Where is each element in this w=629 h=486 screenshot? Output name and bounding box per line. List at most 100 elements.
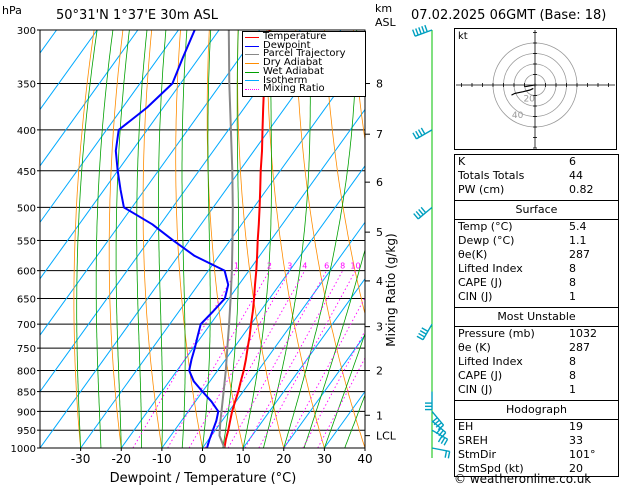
temp-tick-label: 20 [276, 452, 291, 466]
mixing-ratio-line [188, 270, 291, 448]
wet-adiabat [115, 30, 130, 448]
dry-adiabat [108, 30, 124, 448]
pressure-tick-label: 600 [17, 267, 36, 278]
dry-adiabat [295, 30, 365, 448]
index-section-title: Hodograph [455, 400, 618, 420]
height-tick-label: 3 [376, 321, 383, 334]
index-value: 44 [569, 169, 583, 182]
isotherm-line [40, 30, 220, 280]
index-label: Totals Totals [458, 169, 525, 182]
wet-adiabat [283, 30, 358, 448]
wind-barb [431, 410, 445, 431]
indices-table: K 6 Totals Totals 44 PW (cm) 0.82 Surface Temp … [454, 154, 619, 477]
height-tick-label: 2 [376, 365, 383, 378]
height-tick-label: LCL [376, 430, 397, 443]
index-row: SREH 33 [455, 434, 618, 448]
legend-label: Dewpoint [263, 39, 311, 51]
temperature-trace [223, 30, 271, 448]
dry-adiabat [175, 30, 203, 448]
mixing-ratio-line [317, 357, 365, 448]
index-section-title: Surface [455, 200, 618, 220]
legend-item: Dewpoint [245, 39, 363, 51]
wet-adiabat [303, 248, 365, 448]
index-value: 1 [569, 383, 576, 396]
height-tick-label: 5 [376, 226, 383, 239]
index-value: 8 [569, 262, 576, 275]
wet-adiabat [181, 30, 188, 448]
index-row: EH 19 [455, 420, 618, 434]
wind-barb [425, 391, 433, 411]
index-value: 287 [569, 248, 590, 261]
pressure-tick-label: 800 [17, 367, 36, 378]
index-value: 20 [569, 462, 583, 475]
index-row: θe(K) 287 [455, 248, 618, 262]
legend-swatch [245, 62, 259, 64]
mixing-ratio-label: 10 [350, 262, 360, 271]
temp-tick-label: 0 [199, 452, 207, 466]
temp-tick-label: 40 [357, 452, 372, 466]
index-value: 19 [569, 420, 583, 433]
index-row: CIN (J) 1 [455, 383, 618, 397]
legend-swatch [245, 71, 259, 73]
index-value: 8 [569, 276, 576, 289]
temp-tick-label: -20 [111, 452, 131, 466]
pressure-tick-label: 700 [17, 320, 36, 331]
index-row: CIN (J) 1 [455, 290, 618, 304]
mixing-ratio-label: 2 [267, 262, 272, 271]
legend-item: Wet Adiabat [245, 65, 363, 77]
temp-tick-label: 30 [317, 452, 332, 466]
mixing-ratio-line [283, 296, 365, 448]
legend-label: Dry Adiabat [263, 57, 323, 69]
index-row: StmSpd (kt) 20 [455, 462, 618, 476]
index-label: CIN (J) [458, 383, 493, 396]
isotherm-line [120, 108, 365, 448]
pressure-tick-label: 950 [17, 426, 36, 437]
pressure-tick-label: 900 [17, 407, 36, 418]
dry-adiabat [324, 30, 365, 316]
isotherm-line [40, 30, 98, 111]
pressure-tick-label: 750 [17, 344, 36, 355]
index-value: 0.82 [569, 183, 594, 196]
pressure-tick-label: 400 [17, 126, 36, 137]
index-label: EH [458, 420, 474, 433]
pressure-tick-label: 500 [17, 203, 36, 214]
legend-label: Wet Adiabat [263, 65, 324, 77]
mixing-ratio-axis-label: Mixing Ratio (g/kg) [384, 233, 398, 346]
height-tick-label: 8 [376, 78, 383, 91]
mixing-ratio-label: 1 [234, 262, 239, 271]
isotherm-line [40, 30, 139, 167]
datetime-title: 07.02.2025 06GMT (Base: 18) [411, 8, 607, 23]
index-row: Dewp (°C) 1.1 [455, 234, 618, 248]
mixing-ratio-label: 3 [287, 262, 292, 271]
index-row: Lifted Index 8 [455, 355, 618, 369]
hodograph-ring-label: 40 [512, 111, 524, 121]
legend-label: Isotherm [263, 74, 308, 86]
asl-unit: ASL [375, 16, 396, 29]
index-label: PW (cm) [458, 183, 505, 196]
dry-adiabat [142, 30, 163, 448]
index-row: Lifted Index 8 [455, 262, 618, 276]
mixing-ratio-line [302, 330, 365, 448]
mixing-ratio-label: 8 [340, 262, 345, 271]
isotherm-line [40, 30, 301, 393]
legend-item: Mixing Ratio [245, 84, 363, 94]
pressure-tick-label: 550 [17, 236, 36, 247]
wet-adiabat [76, 30, 98, 448]
legend-swatch [245, 89, 259, 91]
footer-credit: © weatheronline.co.uk [454, 472, 592, 486]
index-row: θe (K) 287 [455, 341, 618, 355]
index-row: Pressure (mb) 1032 [455, 327, 618, 341]
pressure-tick-label: 350 [17, 80, 36, 91]
legend-label: Parcel Trajectory [263, 48, 346, 60]
index-value: 8 [569, 355, 576, 368]
isotherm-line [283, 334, 365, 448]
index-label: Dewp (°C) [458, 234, 515, 247]
wet-adiabat [344, 394, 365, 448]
index-value: 101° [569, 448, 596, 461]
wet-adiabat [324, 332, 365, 448]
isotherm-line [202, 221, 365, 448]
index-label: StmDir [458, 448, 497, 461]
wind-barb [412, 127, 433, 140]
